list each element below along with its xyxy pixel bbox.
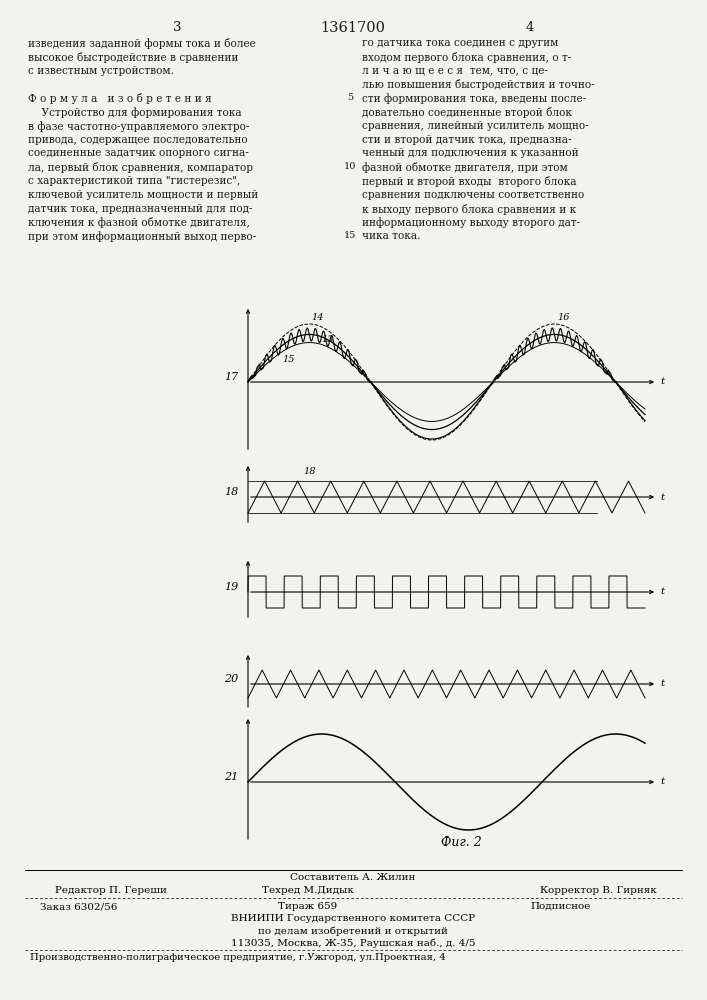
Text: по делам изобретений и открытий: по делам изобретений и открытий [258,926,448,936]
Text: Корректор В. Гирняк: Корректор В. Гирняк [540,886,657,895]
Text: Техред М.Дидык: Техред М.Дидык [262,886,354,895]
Text: 10: 10 [344,162,356,171]
Text: при этом информационный выход перво-: при этом информационный выход перво- [28,231,256,242]
Text: сравнения подключены соответственно: сравнения подключены соответственно [362,190,584,200]
Text: высокое быстродействие в сравнении: высокое быстродействие в сравнении [28,52,238,63]
Text: ченный для подключения к указанной: ченный для подключения к указанной [362,148,578,158]
Text: 17: 17 [223,372,238,382]
Text: с известным устройством.: с известным устройством. [28,66,174,76]
Text: сти формирования тока, введены после-: сти формирования тока, введены после- [362,93,586,104]
Text: Составитель А. Жилин: Составитель А. Жилин [291,873,416,882]
Text: входом первого блока сравнения, о т-: входом первого блока сравнения, о т- [362,52,571,63]
Text: t: t [660,778,664,786]
Text: ключевой усилитель мощности и первый: ключевой усилитель мощности и первый [28,190,258,200]
Text: 15: 15 [283,355,296,364]
Text: ла, первый блок сравнения, компаратор: ла, первый блок сравнения, компаратор [28,162,253,173]
Text: Ф о р м у л а   и з о б р е т е н и я: Ф о р м у л а и з о б р е т е н и я [28,93,212,104]
Text: датчик тока, предназначенный для под-: датчик тока, предназначенный для под- [28,204,252,214]
Text: изведения заданной формы тока и более: изведения заданной формы тока и более [28,38,256,49]
Text: 15: 15 [344,231,356,240]
Text: 19: 19 [223,582,238,592]
Text: Редактор П. Гереши: Редактор П. Гереши [55,886,167,895]
Text: Заказ 6302/56: Заказ 6302/56 [40,902,117,911]
Text: ключения к фазной обмотке двигателя,: ключения к фазной обмотке двигателя, [28,217,250,228]
Text: сравнения, линейный усилитель мощно-: сравнения, линейный усилитель мощно- [362,121,589,131]
Text: Производственно-полиграфическое предприятие, г.Ужгород, ул.Проектная, 4: Производственно-полиграфическое предприя… [30,953,445,962]
Text: в фазе частотно-управляемого электро-: в фазе частотно-управляемого электро- [28,121,250,132]
Text: 113035, Москва, Ж-35, Раушская наб., д. 4/5: 113035, Москва, Ж-35, Раушская наб., д. … [230,938,475,948]
Text: лью повышения быстродействия и точно-: лью повышения быстродействия и точно- [362,79,595,90]
Text: 16: 16 [557,313,570,322]
Text: 14: 14 [311,313,324,322]
Text: t: t [660,680,664,688]
Text: Тираж 659: Тираж 659 [279,902,338,911]
Text: 13: 13 [321,335,334,344]
Text: 5: 5 [347,93,353,102]
Text: 18: 18 [223,487,238,497]
Text: 21: 21 [223,772,238,782]
Text: довательно соединенные второй блок: довательно соединенные второй блок [362,107,572,118]
Text: соединенные задатчик опорного сигна-: соединенные задатчик опорного сигна- [28,148,249,158]
Text: первый и второй входы  второго блока: первый и второй входы второго блока [362,176,576,187]
Text: чика тока.: чика тока. [362,231,421,241]
Text: t: t [660,587,664,596]
Text: сти и второй датчик тока, предназна-: сти и второй датчик тока, предназна- [362,135,571,145]
Text: Фиг. 2: Фиг. 2 [441,836,482,848]
Text: 18: 18 [303,467,315,476]
Text: t: t [660,377,664,386]
Text: го датчика тока соединен с другим: го датчика тока соединен с другим [362,38,559,48]
Text: 1361700: 1361700 [320,21,385,35]
Text: Подписное: Подписное [530,902,590,911]
Text: к выходу первого блока сравнения и к: к выходу первого блока сравнения и к [362,204,576,215]
Text: привода, содержащее последовательно: привода, содержащее последовательно [28,135,247,145]
Text: 20: 20 [223,674,238,684]
Text: 3: 3 [173,21,181,34]
Text: ВНИИПИ Государственного комитета СССР: ВНИИПИ Государственного комитета СССР [231,914,475,923]
Text: с характеристикой типа "гистерезис",: с характеристикой типа "гистерезис", [28,176,240,186]
Text: 4: 4 [526,21,534,34]
Text: информационному выходу второго дат-: информационному выходу второго дат- [362,217,580,228]
Text: л и ч а ю щ е е с я  тем, что, с це-: л и ч а ю щ е е с я тем, что, с це- [362,66,548,76]
Text: фазной обмотке двигателя, при этом: фазной обмотке двигателя, при этом [362,162,568,173]
Text: t: t [660,492,664,502]
Text: Устройство для формирования тока: Устройство для формирования тока [28,107,242,118]
